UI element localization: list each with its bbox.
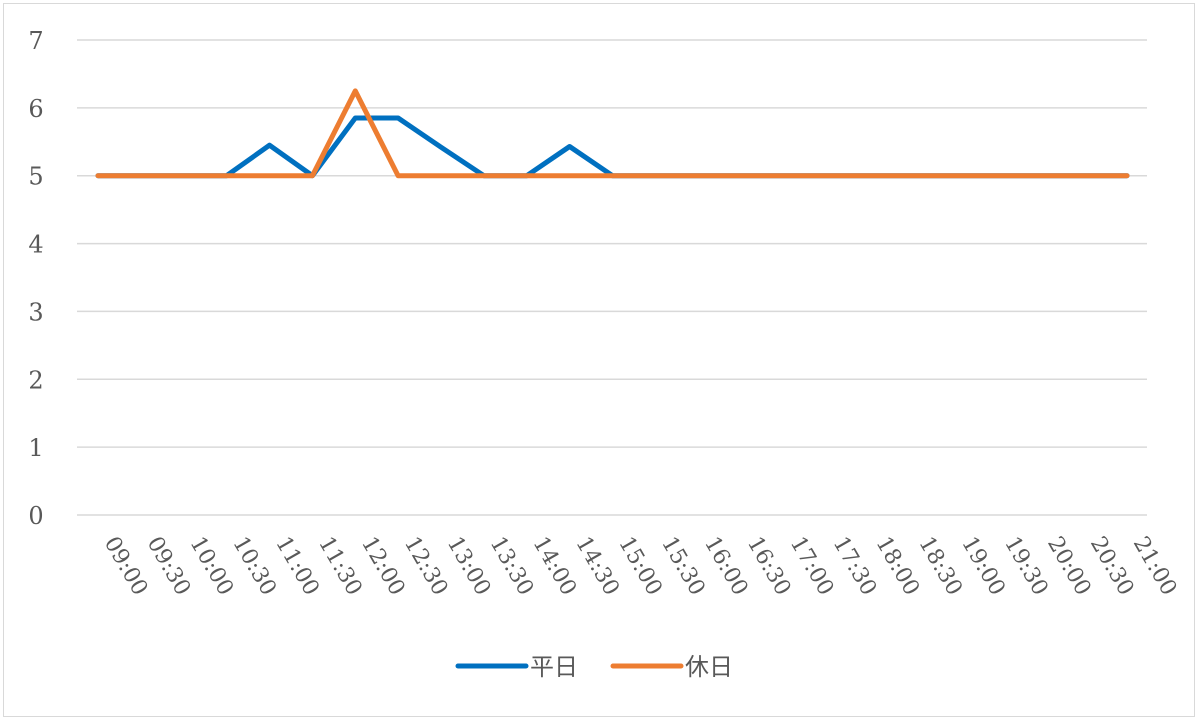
y-tick-label: 6 [28,95,43,123]
y-tick-label: 0 [28,502,43,530]
y-tick-label: 3 [28,298,43,326]
y-tick-label: 4 [28,231,43,259]
chart-frame [3,3,1195,717]
series-lines [95,88,1130,179]
y-tick-label: 7 [28,27,43,55]
y-axis-ticks: 0 1 2 3 4 5 6 7 [28,27,43,530]
series-line-1 [95,115,1130,179]
y-tick-label: 5 [28,163,43,191]
legend-label: 休日 [685,653,733,681]
legend: 平日 休日 [455,653,733,681]
legend-label: 平日 [530,653,578,681]
y-tick-label: 1 [28,434,43,462]
y-tick-label: 2 [28,366,43,394]
x-tick-label: 21:00 [1128,533,1181,600]
gridlines [77,39,1147,516]
series-line-2 [95,88,1130,179]
x-axis-ticks: 09:0009:3010:0010:3011:0011:3012:0012:30… [99,533,1181,600]
